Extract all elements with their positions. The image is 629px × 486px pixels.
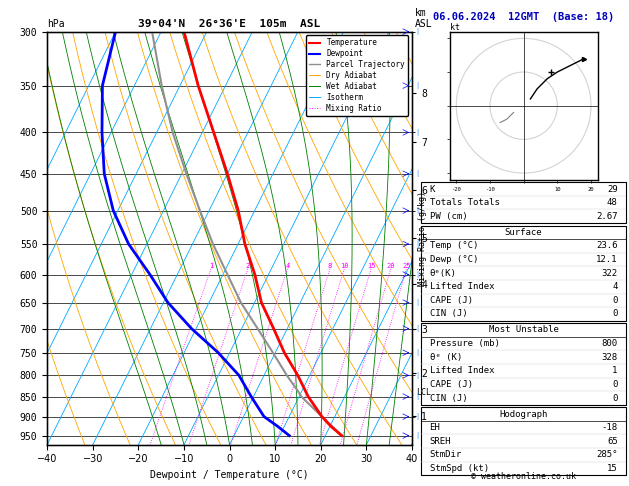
Text: 0: 0 <box>612 394 618 402</box>
Text: Surface: Surface <box>505 228 542 237</box>
Text: 4: 4 <box>612 282 618 291</box>
Text: 8: 8 <box>328 262 332 269</box>
Text: Mixing Ratio (g/kg): Mixing Ratio (g/kg) <box>418 191 427 286</box>
Text: 65: 65 <box>607 437 618 446</box>
Text: |: | <box>415 393 419 400</box>
Text: CIN (J): CIN (J) <box>430 310 467 318</box>
Text: hPa: hPa <box>47 19 65 29</box>
Text: 1: 1 <box>209 262 213 269</box>
Text: 285°: 285° <box>596 451 618 459</box>
X-axis label: Dewpoint / Temperature (°C): Dewpoint / Temperature (°C) <box>150 470 309 480</box>
Text: © weatheronline.co.uk: © weatheronline.co.uk <box>471 472 576 481</box>
Text: |: | <box>415 325 419 332</box>
Text: |: | <box>415 271 419 278</box>
Text: 4: 4 <box>286 262 289 269</box>
Text: |: | <box>415 241 419 247</box>
Text: θᵉ (K): θᵉ (K) <box>430 353 462 362</box>
Text: Pressure (mb): Pressure (mb) <box>430 339 499 348</box>
Text: Most Unstable: Most Unstable <box>489 326 559 334</box>
Text: 15: 15 <box>367 262 376 269</box>
Text: |: | <box>415 432 419 439</box>
Text: 0: 0 <box>612 380 618 389</box>
Text: 328: 328 <box>601 353 618 362</box>
Text: 800: 800 <box>601 339 618 348</box>
Text: 2: 2 <box>246 262 250 269</box>
Text: θᵉ(K): θᵉ(K) <box>430 269 457 278</box>
Text: CAPE (J): CAPE (J) <box>430 296 472 305</box>
Text: |: | <box>415 207 419 214</box>
Text: Temp (°C): Temp (°C) <box>430 242 478 250</box>
Text: -18: -18 <box>601 423 618 432</box>
Text: Totals Totals: Totals Totals <box>430 198 499 207</box>
Text: LCL: LCL <box>416 388 431 397</box>
Text: StmSpd (kt): StmSpd (kt) <box>430 464 489 473</box>
Legend: Temperature, Dewpoint, Parcel Trajectory, Dry Adiabat, Wet Adiabat, Isotherm, Mi: Temperature, Dewpoint, Parcel Trajectory… <box>306 35 408 116</box>
Text: 20: 20 <box>387 262 395 269</box>
Text: 48: 48 <box>607 198 618 207</box>
Text: Hodograph: Hodograph <box>499 410 548 418</box>
Text: 29: 29 <box>607 185 618 193</box>
Text: 23.6: 23.6 <box>596 242 618 250</box>
Text: 0: 0 <box>612 296 618 305</box>
Text: SREH: SREH <box>430 437 451 446</box>
Text: 2.67: 2.67 <box>596 212 618 221</box>
Text: |: | <box>415 170 419 177</box>
Text: |: | <box>415 129 419 136</box>
Text: |: | <box>415 349 419 356</box>
Text: |: | <box>415 28 419 35</box>
Text: CIN (J): CIN (J) <box>430 394 467 402</box>
Text: 10: 10 <box>340 262 348 269</box>
Text: Dewp (°C): Dewp (°C) <box>430 255 478 264</box>
Text: 1: 1 <box>612 366 618 375</box>
Text: StmDir: StmDir <box>430 451 462 459</box>
Text: 15: 15 <box>607 464 618 473</box>
Text: |: | <box>415 82 419 89</box>
Text: K: K <box>430 185 435 193</box>
Text: kt: kt <box>450 22 460 32</box>
Text: Lifted Index: Lifted Index <box>430 366 494 375</box>
Text: EH: EH <box>430 423 440 432</box>
Text: CAPE (J): CAPE (J) <box>430 380 472 389</box>
Text: 25: 25 <box>402 262 411 269</box>
Text: 12.1: 12.1 <box>596 255 618 264</box>
Text: 322: 322 <box>601 269 618 278</box>
Text: 06.06.2024  12GMT  (Base: 18): 06.06.2024 12GMT (Base: 18) <box>433 12 615 22</box>
Text: 0: 0 <box>612 310 618 318</box>
Text: 39°04'N  26°36'E  105m  ASL: 39°04'N 26°36'E 105m ASL <box>138 19 321 29</box>
Text: km
ASL: km ASL <box>415 8 433 29</box>
Text: Lifted Index: Lifted Index <box>430 282 494 291</box>
Text: |: | <box>415 413 419 420</box>
Text: PW (cm): PW (cm) <box>430 212 467 221</box>
Text: |: | <box>415 299 419 306</box>
Text: |: | <box>415 372 419 379</box>
